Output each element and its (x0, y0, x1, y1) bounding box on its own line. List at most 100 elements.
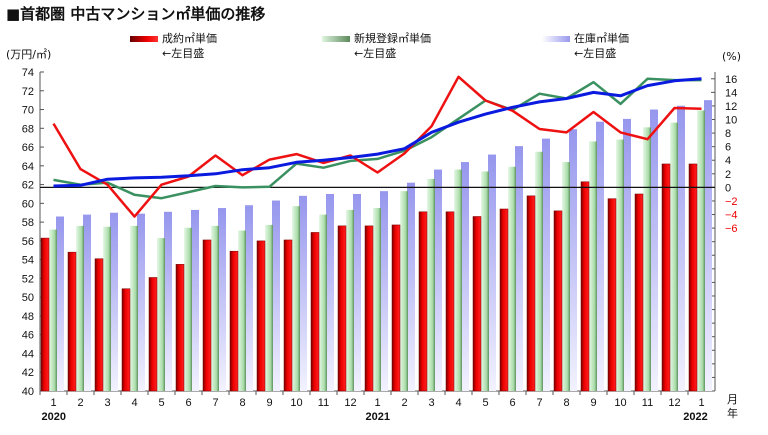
bar-stock (83, 214, 91, 391)
legend-item-stock: 在庫㎡単価 ←左目盛 (542, 31, 629, 61)
legend-axis-note: ←左目盛 (354, 47, 397, 60)
bar-contract (310, 232, 320, 392)
bar-contract (526, 195, 536, 392)
bar-contract (202, 239, 212, 392)
chart-title: ■首都圏 中古マンション㎡単価の推移 (6, 5, 266, 23)
left-tick-label: 64 (22, 161, 34, 173)
x-tick-label: 9 (266, 397, 272, 409)
bar-new (211, 225, 219, 391)
bar-new (292, 206, 300, 391)
bar-new (157, 238, 165, 391)
month-unit-label: 月 (727, 394, 738, 406)
x-tick-label: 6 (185, 397, 191, 409)
bar-new (130, 225, 138, 391)
bar-contract (607, 198, 617, 392)
bar-new (49, 229, 57, 391)
bar-stock (542, 138, 550, 391)
bar-contract (499, 208, 509, 392)
year-label: 2020 (42, 411, 66, 423)
bar-contract (148, 277, 158, 392)
bar-stock (137, 213, 145, 391)
x-tick-label: 3 (104, 397, 110, 409)
x-tick-label: 1 (698, 397, 704, 409)
bar-contract (688, 163, 698, 392)
bar-contract (94, 258, 104, 392)
bar-contract (175, 264, 185, 392)
bar-stock (461, 162, 469, 391)
bar-new (265, 224, 273, 391)
bar-stock (245, 205, 253, 391)
legend-swatch (542, 36, 570, 42)
x-tick-label: 8 (239, 397, 245, 409)
x-tick-label: 7 (536, 397, 542, 409)
bar-stock (326, 193, 334, 391)
line-series-stock (53, 77, 702, 188)
bar-new (670, 122, 678, 391)
legend-axis-note: ←左目盛 (574, 47, 617, 60)
bar-contract (634, 193, 644, 392)
legend-label: 成約㎡単価 (162, 32, 217, 45)
x-tick-label: 7 (212, 397, 218, 409)
right-tick-label: 10 (725, 115, 737, 127)
left-tick-label: 54 (22, 255, 34, 267)
bar-stock (596, 121, 604, 391)
bar-stock (407, 182, 415, 391)
left-tick-label: 74 (22, 67, 34, 79)
bar-stock (299, 195, 307, 391)
legend-label: 新規登録㎡単価 (354, 32, 431, 45)
bar-stock (380, 191, 388, 391)
x-tick-label: 12 (668, 397, 680, 409)
left-tick-label: 70 (22, 105, 34, 117)
year-label: 2021 (366, 411, 390, 423)
left-tick-label: 72 (22, 86, 34, 98)
legend-item-new: 新規登録㎡単価 ←左目盛 (322, 31, 431, 61)
left-tick-label: 60 (22, 198, 34, 210)
left-tick-label: 62 (22, 180, 34, 192)
bar-new (589, 141, 597, 391)
bar-stock (164, 211, 172, 391)
year-label: 2022 (683, 411, 707, 423)
bar-stock (272, 200, 280, 391)
bar-new (76, 225, 84, 391)
bar-stock (515, 146, 523, 391)
right-tick-label: 14 (725, 87, 737, 99)
right-tick-label: 12 (725, 101, 737, 113)
right-tick-label: 8 (725, 128, 731, 140)
bar-contract (661, 163, 671, 392)
legend-axis-note: ←左目盛 (162, 47, 205, 60)
bar-contract (40, 237, 50, 392)
x-tick-label: 1 (50, 397, 56, 409)
x-tick-label: 5 (158, 397, 164, 409)
bar-new (535, 151, 543, 391)
left-tick-label: 56 (22, 236, 34, 248)
bar-contract (445, 211, 455, 392)
bar-stock (623, 118, 631, 391)
bar-new (184, 227, 192, 391)
bar-new (103, 226, 111, 391)
bar-new (319, 214, 327, 391)
bar-stock (434, 169, 442, 391)
x-tick-label: 9 (590, 397, 596, 409)
right-tick-label: −4 (725, 210, 738, 222)
legend-label: 在庫㎡単価 (574, 32, 629, 45)
left-tick-label: 66 (22, 142, 34, 154)
x-tick-label: 1 (374, 397, 380, 409)
bar-new (697, 110, 705, 391)
x-tick-label: 11 (318, 397, 329, 409)
bar-new (427, 178, 435, 391)
bar-contract (364, 225, 374, 392)
bar-new (346, 209, 354, 391)
left-tick-label: 50 (22, 292, 34, 304)
bar-stock (191, 209, 199, 391)
legend-swatch (130, 36, 158, 42)
bar-stock (110, 212, 118, 391)
bar-contract (121, 288, 131, 392)
bar-stock (704, 100, 712, 391)
x-tick-label: 5 (482, 397, 488, 409)
bar-new (616, 139, 624, 391)
bar-stock (650, 109, 658, 391)
right-tick-label: 4 (725, 155, 731, 167)
bar-contract (472, 216, 482, 392)
right-tick-label: 6 (725, 142, 731, 154)
x-tick-label: 10 (290, 397, 302, 409)
